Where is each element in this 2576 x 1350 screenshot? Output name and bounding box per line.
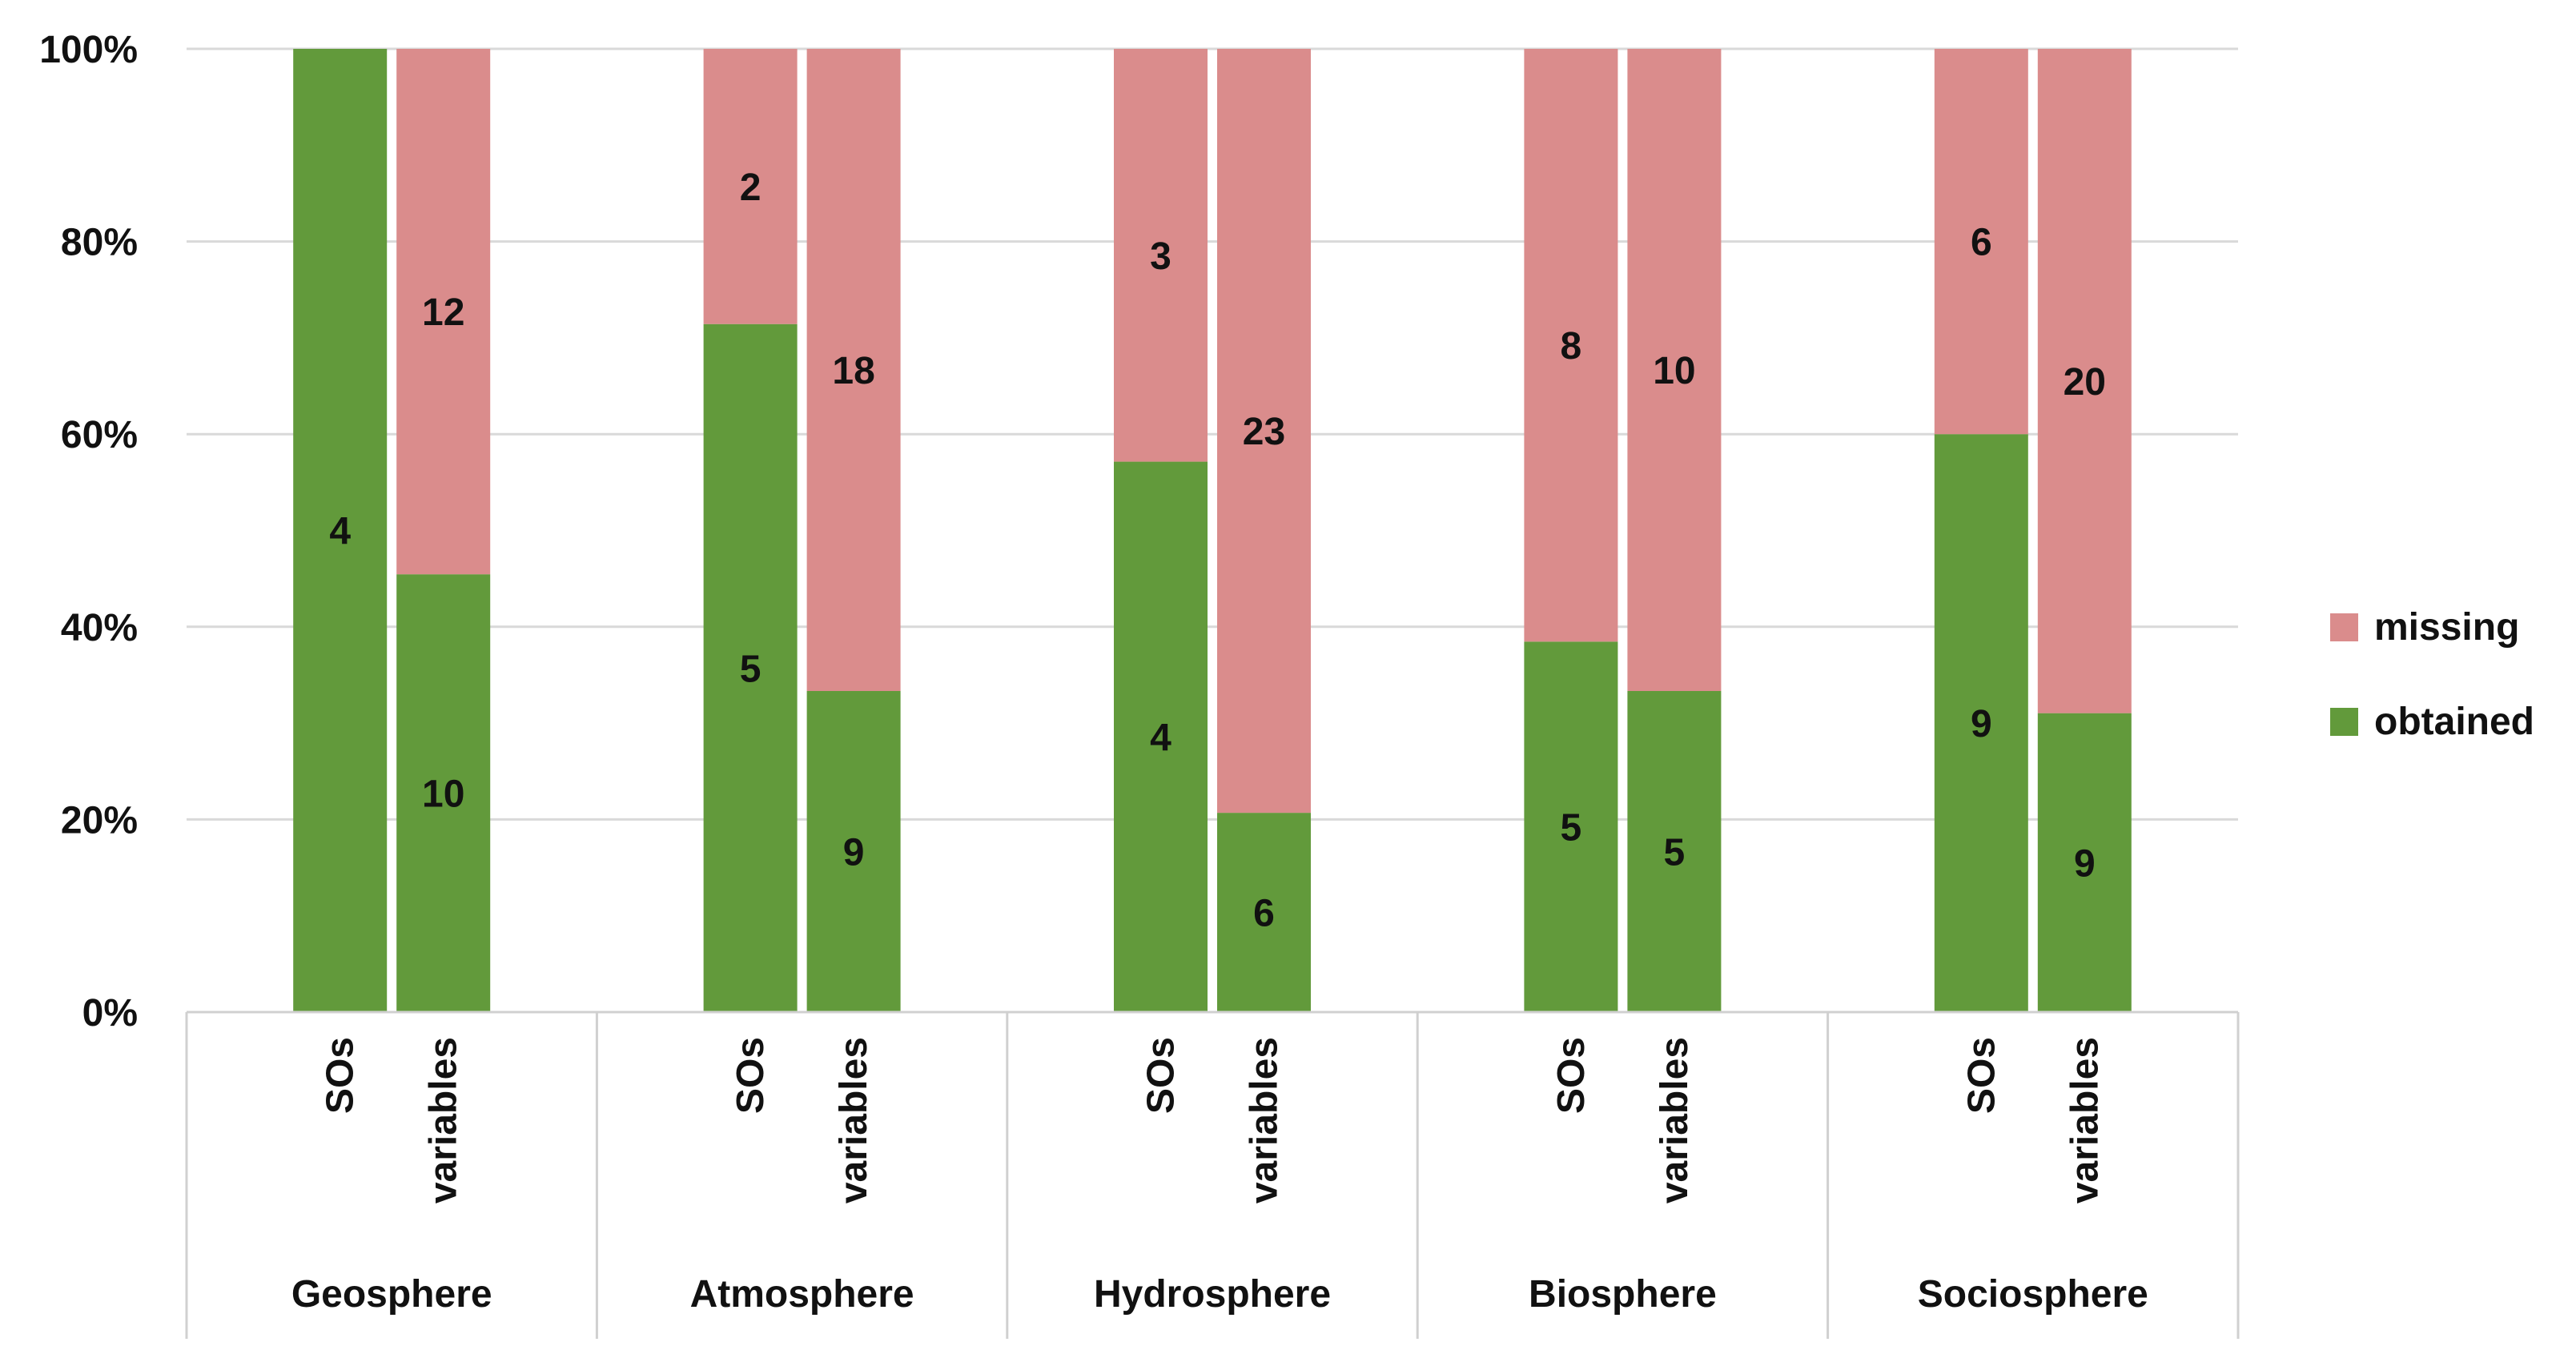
data-label-obtained: 10 [422,773,464,816]
x-group-label: Sociosphere [1918,1273,2148,1316]
bar-hydrosphere-sos-obtained [1114,461,1208,1012]
data-label-obtained: 4 [329,511,351,553]
x-tick-label: variables [1654,1037,1696,1203]
bar-atmosphere-variables-missing [806,49,901,691]
x-group-label: Biosphere [1529,1273,1717,1316]
y-tick-label: 0% [82,992,138,1035]
y-tick-label: 40% [61,607,138,649]
data-label-missing: 20 [2064,361,2106,404]
bar-hydrosphere-sos-missing [1114,49,1208,462]
bar-geosphere-sos-obtained [293,49,388,1012]
x-tick-label: variables [2064,1037,2106,1203]
data-label-obtained: 4 [1150,717,1171,759]
y-axis-tick-labels: 0% 20% 40% 60% 80% 100% [39,29,138,1035]
x-group-label: Geosphere [291,1273,492,1316]
x-tick-label: variables [1244,1037,1286,1203]
legend: missing obtained [2330,606,2534,743]
legend-label-obtained: obtained [2374,701,2534,743]
x-tick-label: variables [833,1037,875,1203]
data-label-obtained: 5 [1664,832,1686,874]
bar-biosphere-variables-obtained [1627,691,1722,1012]
legend-swatch-obtained [2330,708,2358,736]
data-label-missing: 2 [740,167,762,209]
legend-swatch-missing [2330,613,2358,641]
bar-hydrosphere-variables-obtained [1217,813,1311,1012]
bar-sociosphere-variables-obtained [2037,713,2132,1012]
y-tick-label: 20% [61,799,138,842]
bar-biosphere-sos-obtained [1524,641,1618,1012]
x-group-label: Atmosphere [690,1273,914,1316]
bar-hydrosphere-variables-missing [1217,49,1311,814]
x-tick-label: SOs [729,1037,772,1114]
y-tick-label: 60% [61,414,138,456]
data-label-obtained: 5 [740,648,762,690]
bars [293,49,2132,1012]
y-tick-label: 80% [61,222,138,264]
bar-biosphere-variables-missing [1627,49,1722,691]
x-tick-label: SOs [319,1037,362,1114]
bar-geosphere-variables-obtained [396,574,491,1012]
data-label-missing: 12 [422,291,464,334]
bar-sociosphere-sos-obtained [1934,434,2028,1012]
bar-atmosphere-variables-obtained [806,691,901,1012]
x-tick-label: SOs [1140,1037,1183,1114]
data-label-obtained: 6 [1253,893,1275,935]
x-axis: SOs variables Geosphere SOs variables Atmosph… [185,1010,2240,1339]
legend-label-missing: missing [2374,606,2519,649]
data-label-obtained: 9 [1971,703,1992,745]
bar-atmosphere-sos-obtained [703,323,798,1012]
bar-geosphere-variables-missing [396,49,491,575]
data-label-missing: 18 [832,350,874,392]
x-tick-label: variables [423,1037,465,1203]
data-label-missing: 6 [1971,222,1992,264]
data-label-obtained: 5 [1561,807,1582,850]
x-tick-label: SOs [1960,1037,2003,1114]
data-labels: 4 10 12 5 2 9 18 4 3 6 23 5 8 5 10 9 6 9 20 [329,167,2106,935]
gridlines [187,47,2238,821]
data-label-missing: 23 [1243,411,1285,453]
bar-biosphere-sos-missing [1524,49,1618,642]
data-label-missing: 8 [1561,325,1582,368]
bar-sociosphere-variables-missing [2037,49,2132,713]
data-label-obtained: 9 [843,832,865,874]
y-tick-label: 100% [39,29,138,71]
bar-sociosphere-sos-missing [1934,49,2028,435]
data-label-obtained: 9 [2074,842,2096,885]
x-group-label: Hydrosphere [1094,1273,1331,1316]
data-label-missing: 10 [1653,350,1695,392]
data-label-missing: 3 [1150,235,1171,278]
bar-atmosphere-sos-missing [703,49,798,324]
x-tick-label: SOs [1550,1037,1593,1114]
